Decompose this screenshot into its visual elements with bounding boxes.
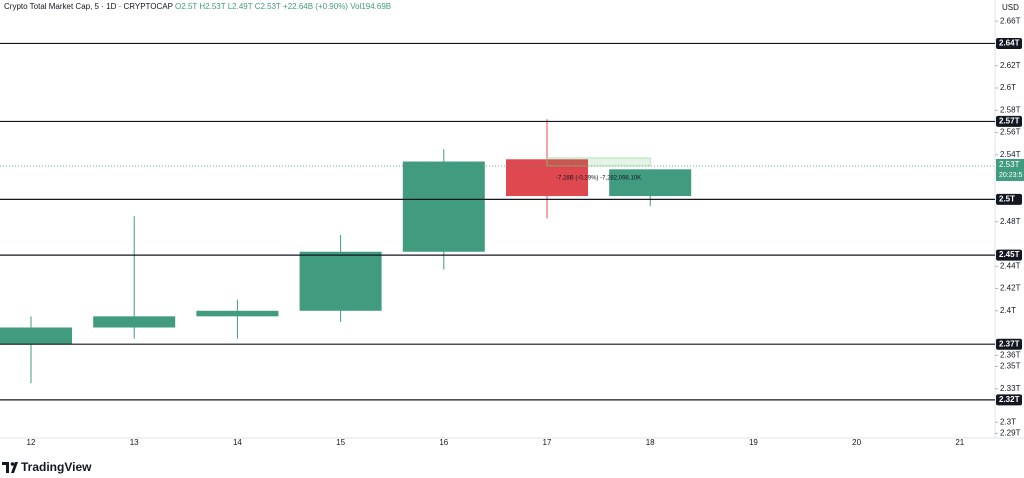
candle-body xyxy=(93,316,176,328)
level-label-box xyxy=(996,249,1022,261)
y-tick-label: 2.56T xyxy=(1000,128,1021,137)
change: +22.64B (+0.90%) xyxy=(283,2,348,11)
low: L2.49T xyxy=(228,2,253,11)
level-label: 2.57T xyxy=(999,117,1020,126)
y-tick-label: 2.36T xyxy=(1000,350,1021,359)
y-tick-label: 2.29T xyxy=(1000,428,1021,437)
close: C2.53T xyxy=(255,2,281,11)
brand: TradingView xyxy=(21,460,92,474)
candle-body xyxy=(609,169,692,197)
last-price-box xyxy=(996,158,1024,181)
x-tick-label: 15 xyxy=(336,438,345,447)
level-label: 2.64T xyxy=(999,39,1020,48)
x-tick-label: 19 xyxy=(749,438,758,447)
y-tick-label: 2.4T xyxy=(1000,306,1016,315)
y-tick-label: 2.66T xyxy=(1000,16,1021,25)
brand-logo: TradingView xyxy=(2,460,92,474)
candle-body xyxy=(402,161,485,252)
open: O2.5T xyxy=(175,2,197,11)
level-label: 2.45T xyxy=(999,250,1020,259)
candle-body xyxy=(196,310,279,317)
candle-body xyxy=(0,327,72,345)
x-tick-label: 21 xyxy=(955,438,964,447)
high: H2.53T xyxy=(199,2,225,11)
measure-label: -7.28B (-0.29%) -7,282,098.10K xyxy=(556,176,641,182)
y-tick-label: 2.35T xyxy=(1000,362,1021,371)
y-tick-label: 2.54T xyxy=(1000,150,1021,159)
level-label-box xyxy=(996,394,1022,406)
x-tick-label: 20 xyxy=(852,438,861,447)
currency: USD xyxy=(1002,3,1019,12)
y-tick-label: 2.42T xyxy=(1000,284,1021,293)
level-label-box xyxy=(996,37,1022,49)
x-tick-label: 17 xyxy=(543,438,552,447)
symbol: Crypto Total Market Cap, 5 · 1D · CRYPTO… xyxy=(4,2,173,11)
volume: Vol194.69B xyxy=(350,2,391,11)
level-label: 2.5T xyxy=(999,195,1015,204)
header: Crypto Total Market Cap, 5 · 1D · CRYPTO… xyxy=(4,2,391,11)
measure-box xyxy=(546,157,651,167)
y-tick-label: 2.62T xyxy=(1000,61,1021,70)
candle-body xyxy=(299,251,382,311)
countdown: 20:23:5 xyxy=(999,172,1022,179)
y-tick-label: 2.44T xyxy=(1000,261,1021,270)
level-label: 2.32T xyxy=(999,395,1020,404)
y-tick-label: 2.3T xyxy=(1000,417,1016,426)
logo-dot xyxy=(10,462,15,466)
level-label-box xyxy=(996,338,1022,350)
x-tick-label: 16 xyxy=(439,438,448,447)
y-tick-label: 2.33T xyxy=(1000,384,1021,393)
last-price-label: 2.53T xyxy=(999,160,1020,169)
level-label-box xyxy=(996,115,1022,127)
x-tick-label: 18 xyxy=(646,438,655,447)
x-tick-label: 14 xyxy=(233,438,242,447)
level-label: 2.37T xyxy=(999,339,1020,348)
x-tick-label: 13 xyxy=(130,438,139,447)
x-tick-label: 12 xyxy=(27,438,36,447)
y-tick-label: 2.6T xyxy=(1000,83,1016,92)
y-tick-label: 2.58T xyxy=(1000,105,1021,114)
y-tick-label: 2.48T xyxy=(1000,217,1021,226)
level-label-box xyxy=(996,193,1022,205)
